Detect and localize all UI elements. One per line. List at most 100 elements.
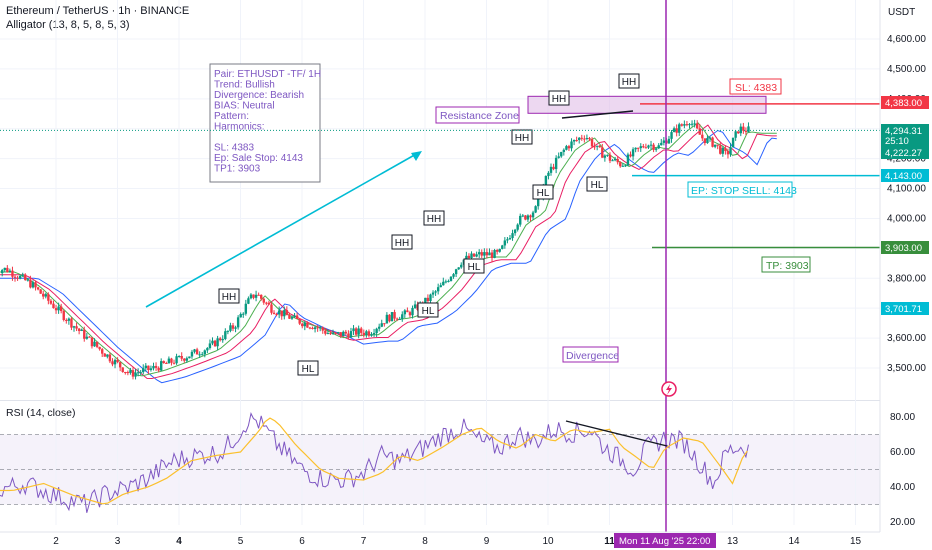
- candle-body: [667, 138, 671, 144]
- price-badge: [881, 146, 929, 159]
- candle-body: [729, 147, 732, 155]
- candle-body: [567, 146, 571, 149]
- candle-body: [121, 367, 124, 372]
- candle-body: [739, 126, 742, 134]
- candle-body: [3, 267, 6, 271]
- divergence-label-box: [562, 346, 619, 363]
- candle-body: [367, 331, 371, 336]
- time-tick-label: 9: [484, 536, 490, 547]
- entry-label-box: [687, 181, 793, 198]
- candle-body: [619, 162, 622, 167]
- price-tick-label: 4,100.00: [887, 184, 926, 195]
- candle-body: [657, 145, 660, 149]
- candle-body: [488, 252, 491, 256]
- candle-body: [637, 147, 640, 149]
- candle-body: [252, 294, 255, 298]
- candle-body: [578, 137, 581, 141]
- candle-body: [111, 361, 114, 365]
- candle-body: [408, 312, 412, 316]
- candle-body: [65, 319, 68, 321]
- candle-body: [688, 124, 691, 126]
- candle-body: [549, 166, 553, 173]
- candle-body: [395, 318, 399, 320]
- candle-body: [444, 281, 448, 283]
- currency-label: USDT: [888, 7, 915, 18]
- price-tick-label: 3,600.00: [887, 333, 926, 344]
- candle-body: [47, 294, 50, 301]
- candle-body: [106, 354, 109, 357]
- candle-body: [447, 280, 450, 282]
- candle-body: [270, 304, 273, 313]
- candle-body: [513, 229, 517, 234]
- candle-body: [226, 330, 230, 332]
- candle-body: [737, 131, 740, 134]
- candle-body: [403, 310, 407, 315]
- candle-body: [265, 302, 268, 304]
- candle-body: [275, 313, 278, 315]
- candle-body: [521, 215, 524, 217]
- candle-body: [470, 253, 473, 259]
- candle-body: [590, 139, 594, 147]
- alligator-jaw-line: [0, 129, 777, 384]
- candle-body: [44, 294, 47, 297]
- info-line: Pattern:: [214, 111, 249, 122]
- candle-body: [365, 331, 368, 336]
- candle-body: [624, 165, 627, 167]
- candle-body: [62, 310, 65, 320]
- candle-body: [126, 372, 130, 374]
- time-tick-label: 14: [788, 536, 800, 547]
- rsi-band: [0, 434, 880, 505]
- candle-body: [703, 138, 707, 144]
- time-tick-label: 8: [422, 536, 428, 547]
- candle-body: [598, 145, 601, 148]
- candle-body: [193, 349, 196, 352]
- structure-label-hh: HH: [427, 214, 441, 225]
- candle-body: [39, 289, 42, 294]
- candle-body: [608, 154, 612, 161]
- candle-body: [147, 365, 150, 371]
- candle-body: [288, 315, 291, 319]
- candle-body: [593, 146, 596, 148]
- structure-label-box: [297, 360, 319, 376]
- trend-arrow: [145, 152, 419, 308]
- candle-body: [172, 362, 176, 364]
- candle-body: [652, 144, 655, 150]
- candle-body: [311, 327, 314, 330]
- candle-body: [693, 123, 696, 125]
- structure-label-hh: HH: [395, 238, 409, 249]
- price-tick-label: 4,600.00: [887, 34, 926, 45]
- candle-body: [24, 274, 27, 281]
- candle-body: [562, 149, 566, 152]
- structure-label-hl: HL: [422, 306, 435, 317]
- candle-body: [16, 277, 19, 279]
- candle-body: [352, 328, 355, 332]
- candle-body: [180, 356, 183, 359]
- candle-body: [398, 318, 401, 320]
- candle-body: [508, 238, 512, 240]
- candle-body: [583, 138, 586, 140]
- candle-body: [621, 165, 625, 167]
- candle-body: [277, 310, 281, 315]
- time-tick-label: 15: [850, 536, 862, 547]
- candle-body: [644, 147, 648, 149]
- candle-body: [59, 306, 63, 311]
- candle-body: [190, 351, 194, 357]
- candle-body: [54, 308, 58, 311]
- structure-label-box: [423, 210, 445, 226]
- candle-body: [360, 328, 363, 333]
- candle-body: [413, 304, 417, 308]
- candle-body: [224, 331, 227, 340]
- candle-body: [98, 346, 101, 350]
- candle-body: [308, 327, 312, 329]
- candle-body: [144, 365, 148, 369]
- candle-body: [295, 315, 299, 319]
- candle-body: [229, 325, 232, 331]
- time-tick-label: 7: [361, 536, 367, 547]
- price-badge: [881, 124, 929, 146]
- candle-body: [601, 147, 604, 158]
- candle-body: [611, 160, 614, 162]
- candle-body: [511, 233, 514, 239]
- candle-body: [519, 215, 522, 225]
- info-line: Pair: ETHUSDT -TF/ 1H: [214, 69, 321, 80]
